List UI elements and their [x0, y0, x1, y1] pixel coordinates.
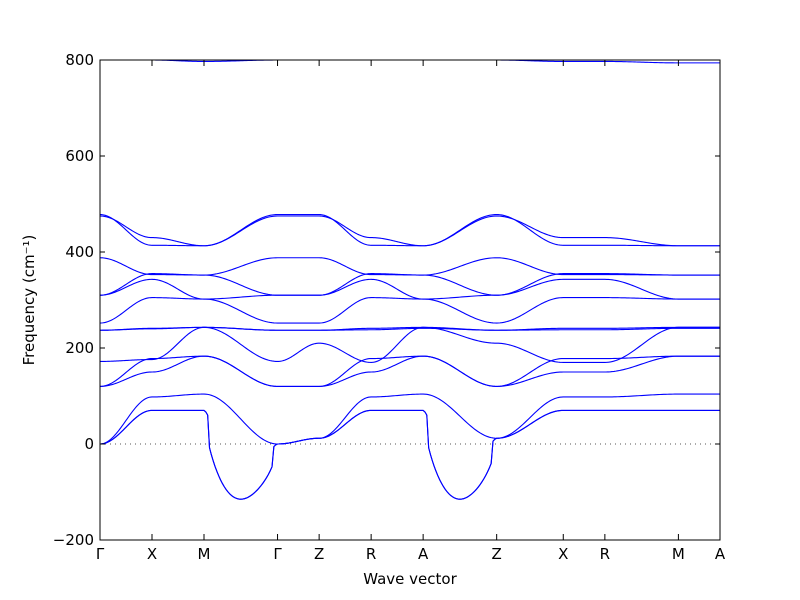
x-tick-label: M [198, 545, 211, 563]
x-tick-label: R [600, 545, 610, 563]
x-axis-label: Wave vector [363, 570, 457, 588]
y-tick-label: 200 [65, 339, 94, 357]
y-tick-label: 400 [65, 243, 94, 261]
band-line-14 [99, 214, 720, 247]
x-tick-label: Z [492, 545, 502, 563]
x-tick-label: R [366, 545, 376, 563]
band-line-12 [99, 257, 720, 276]
band-line-4 [99, 355, 720, 387]
plot-frame [99, 59, 721, 541]
band-line-9 [99, 297, 720, 324]
band-line-5 [99, 355, 720, 387]
band-lines [99, 59, 720, 500]
y-axis-ticks: −200 0 200 400 600 800 [53, 51, 720, 549]
x-tick-label: A [715, 545, 726, 563]
x-tick-label: A [418, 545, 429, 563]
x-tick-label: X [558, 545, 568, 563]
band-line-3 [99, 393, 720, 445]
y-tick-label: 800 [65, 51, 94, 69]
band-line-10 [99, 278, 720, 300]
band-line-6 [100, 326, 720, 363]
x-tick-label: Γ [96, 545, 105, 563]
y-axis-label: Frequency (cm⁻¹) [20, 235, 38, 366]
plot-area: −200 0 200 400 600 800 Γ X M Γ Z R A Z X R M A [53, 51, 726, 563]
x-tick-label: X [147, 545, 157, 563]
y-tick-label: 0 [84, 435, 94, 453]
x-tick-label: M [672, 545, 685, 563]
band-line-8 [100, 326, 720, 331]
x-tick-label: Γ [273, 545, 282, 563]
band-line-2 [99, 409, 720, 500]
y-tick-label: 600 [65, 147, 94, 165]
y-tick-label: −200 [53, 531, 94, 549]
x-tick-label: Z [314, 545, 324, 563]
